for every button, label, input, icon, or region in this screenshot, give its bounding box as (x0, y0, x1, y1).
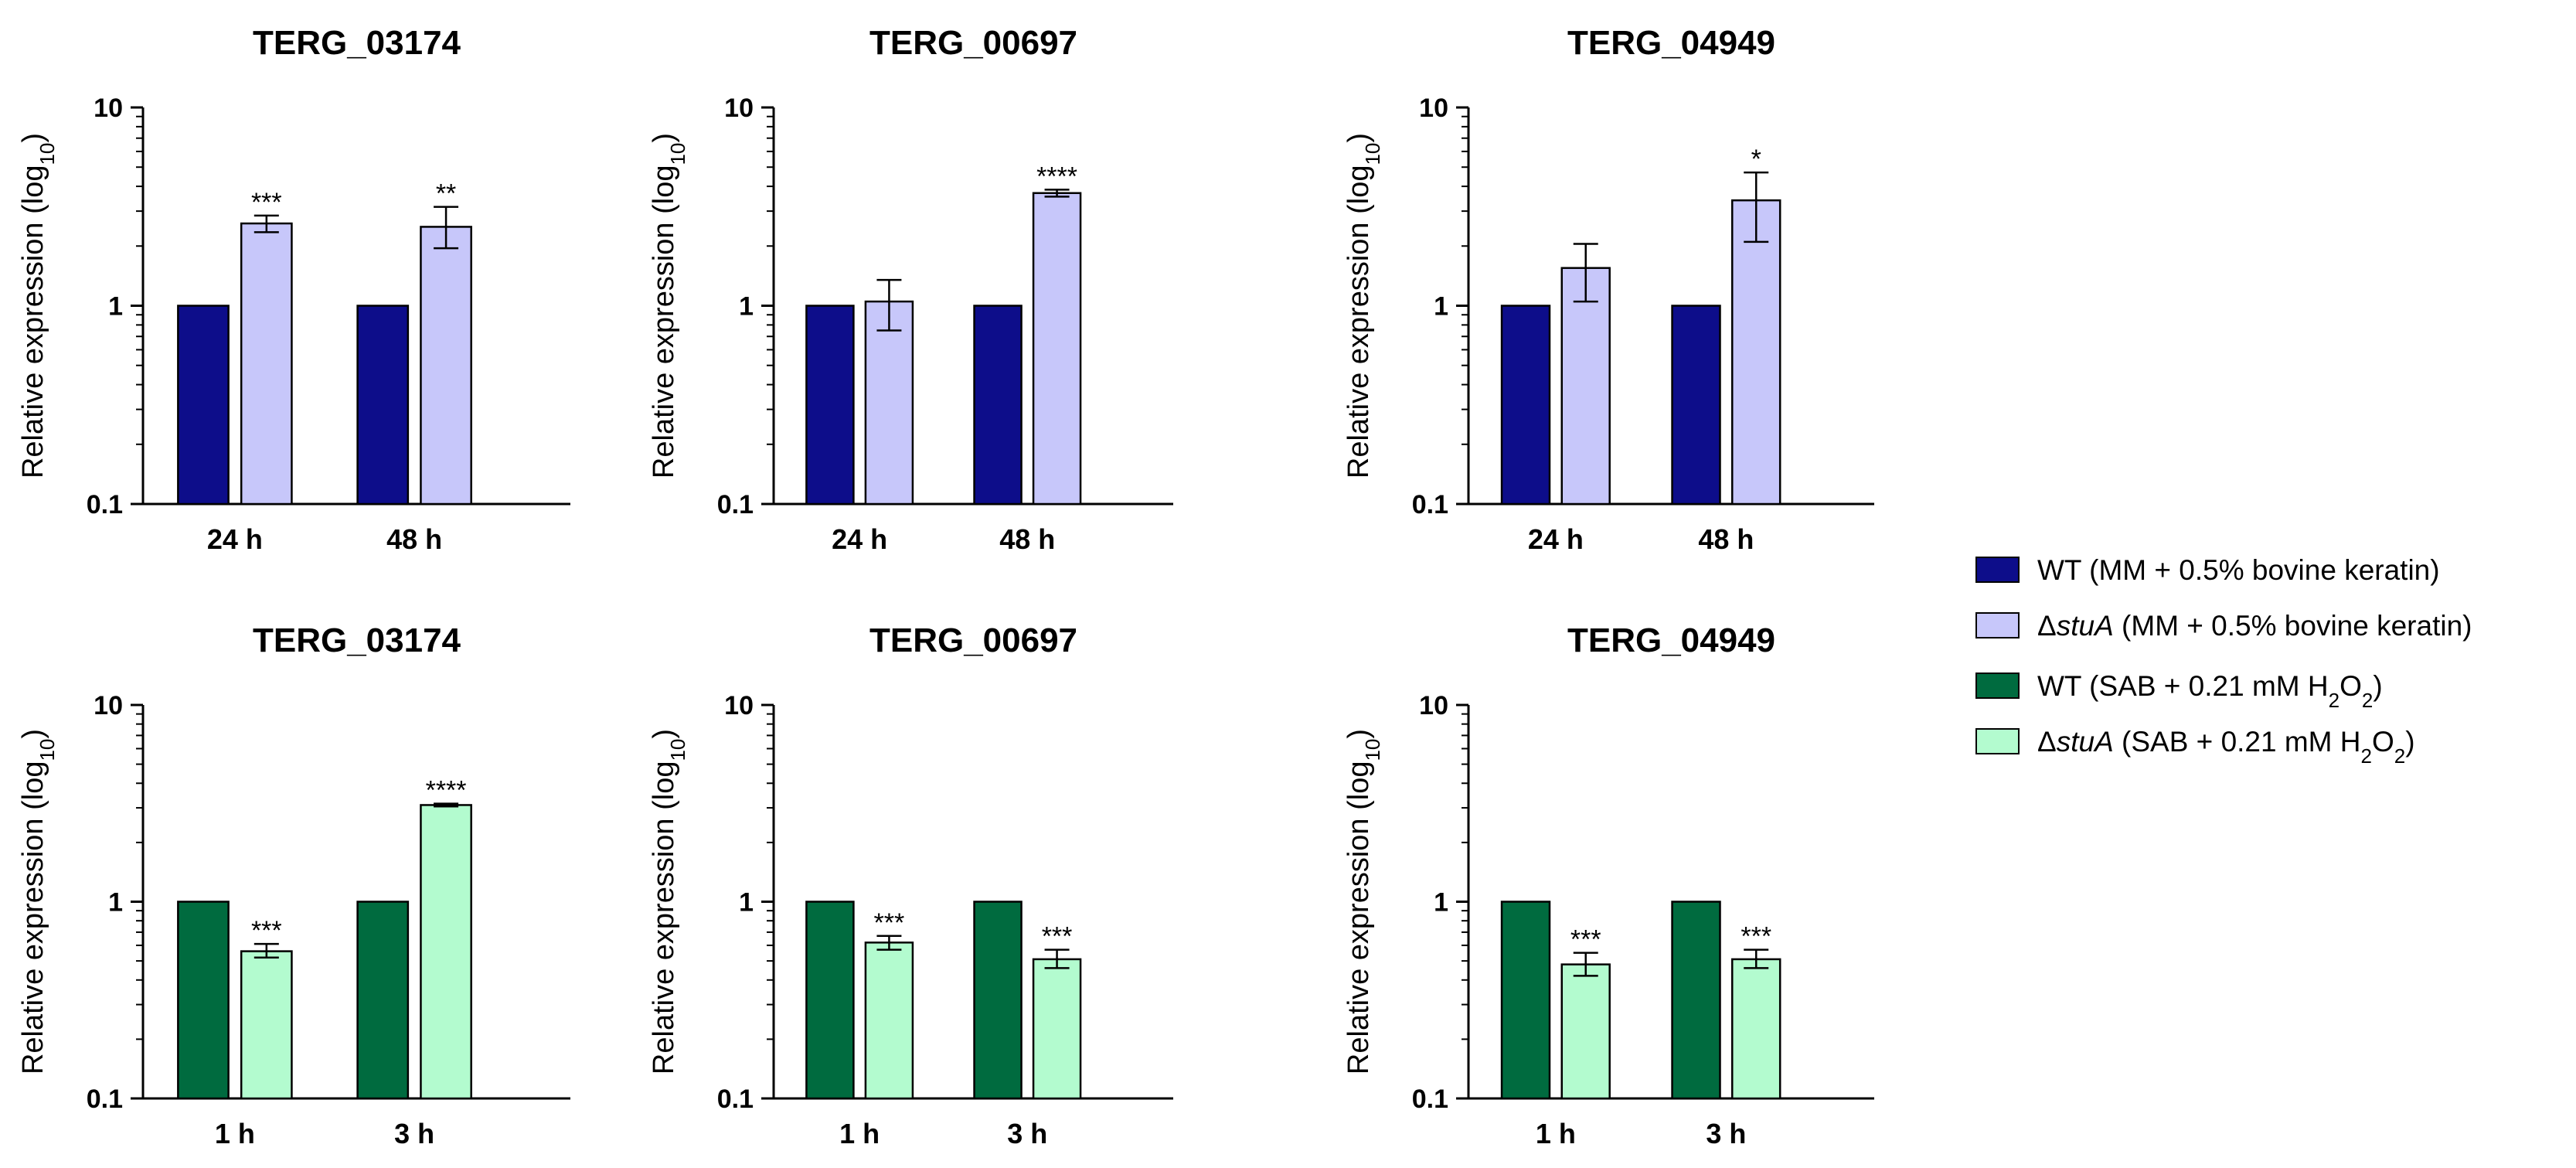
x-category-label: 3 h (1007, 1118, 1047, 1149)
y-axis-label: Relative expression (log10) (648, 729, 689, 1074)
bar-mutant (420, 226, 472, 506)
legend-label: ΔstuA (MM + 0.5% bovine keratin) (2037, 610, 2472, 642)
significance-label: **** (1036, 162, 1077, 191)
y-tick-label: 1 (108, 888, 123, 918)
y-tick-label: 0.1 (1412, 490, 1448, 519)
y-tick-label: 0.1 (1412, 1085, 1448, 1114)
chart-panel: TERG_03174 10 1 0.1 Relative expression (log… (17, 621, 570, 1149)
legend-swatch (1975, 612, 2020, 638)
significance-label: *** (1042, 922, 1073, 952)
legend: WT (MM + 0.5% bovine keratin) ΔstuA (MM +… (1975, 554, 2472, 768)
bar-wt (177, 901, 230, 1100)
legend-item: ΔstuA (MM + 0.5% bovine keratin) (1975, 610, 2472, 642)
bar-mutant (1032, 958, 1082, 1100)
bar-wt (1671, 901, 1721, 1100)
legend-label: WT (SAB + 0.21 mM H2O2) (2037, 670, 2383, 712)
y-tick-label: 10 (724, 691, 754, 720)
bar-wt (356, 901, 410, 1100)
chart-panel: TERG_04949 10 1 0.1 Relative expression (log… (1342, 24, 1874, 555)
bar-wt (1671, 305, 1721, 506)
x-category-label: 1 h (215, 1118, 255, 1149)
bar-mutant (1731, 199, 1781, 506)
y-tick-label: 1 (108, 292, 123, 322)
bar-mutant (864, 942, 914, 1100)
legend-item: WT (SAB + 0.21 mM H2O2) (1975, 670, 2383, 712)
y-axis-label: Relative expression (log10) (1342, 729, 1384, 1074)
x-category-label: 24 h (832, 523, 887, 555)
significance-label: *** (1741, 922, 1771, 952)
bar-wt (177, 305, 230, 506)
y-tick-label: 0.1 (87, 1085, 123, 1114)
bar-mutant (1032, 192, 1082, 506)
chart-panel: TERG_00697 10 1 0.1 Relative expression (log… (648, 621, 1173, 1149)
bar-mutant (864, 300, 914, 506)
y-tick-label: 1 (739, 292, 754, 322)
bar-mutant (240, 222, 293, 506)
y-tick-label: 10 (724, 94, 754, 123)
legend-swatch (1975, 728, 2020, 754)
legend-item: WT (MM + 0.5% bovine keratin) (1975, 554, 2440, 586)
legend-label: WT (MM + 0.5% bovine keratin) (2037, 554, 2440, 586)
significance-label: **** (426, 776, 467, 805)
chart-title: TERG_03174 (253, 621, 461, 659)
y-axis-label: Relative expression (log10) (17, 729, 59, 1074)
bar-mutant (1560, 267, 1611, 506)
chart-panel: TERG_00697 10 1 0.1 Relative expression (log… (648, 24, 1173, 555)
x-category-label: 48 h (999, 523, 1055, 555)
y-axis-label: Relative expression (log10) (1342, 133, 1384, 478)
x-category-label: 1 h (839, 1118, 880, 1149)
y-axis-label: Relative expression (log10) (17, 133, 59, 478)
y-tick-label: 10 (94, 94, 123, 123)
significance-label: *** (251, 916, 282, 945)
chart-title: TERG_00697 (869, 24, 1077, 62)
y-tick-label: 0.1 (717, 1085, 754, 1114)
x-category-label: 48 h (386, 523, 442, 555)
significance-label: * (1751, 145, 1761, 174)
bar-mutant (1731, 958, 1781, 1100)
chart-title: TERG_00697 (869, 621, 1077, 659)
significance-label: ** (436, 179, 456, 209)
y-tick-label: 1 (739, 888, 754, 918)
legend-label: ΔstuA (SAB + 0.21 mM H2O2) (2037, 726, 2415, 768)
x-category-label: 24 h (1528, 523, 1584, 555)
chart-title: TERG_04949 (1567, 24, 1775, 62)
y-tick-label: 0.1 (717, 490, 754, 519)
y-tick-label: 10 (1419, 691, 1448, 720)
significance-label: *** (1570, 925, 1601, 955)
bar-wt (973, 901, 1023, 1100)
bar-mutant (240, 950, 293, 1100)
bar-wt (973, 305, 1023, 506)
bar-wt (805, 305, 855, 506)
chart-panel: TERG_04949 10 1 0.1 Relative expression (log… (1342, 621, 1874, 1149)
legend-item: ΔstuA (SAB + 0.21 mM H2O2) (1975, 726, 2415, 768)
bar-mutant (420, 804, 472, 1100)
x-category-label: 48 h (1698, 523, 1754, 555)
y-tick-label: 0.1 (87, 490, 123, 519)
bar-wt (1500, 305, 1551, 506)
x-category-label: 1 h (1536, 1118, 1576, 1149)
y-axis-label: Relative expression (log10) (648, 133, 689, 478)
y-tick-label: 1 (1434, 292, 1448, 322)
chart-title: TERG_04949 (1567, 621, 1775, 659)
bar-mutant (1560, 963, 1611, 1100)
chart-panel: TERG_03174 10 1 0.1 Relative expression (log… (17, 24, 570, 555)
x-category-label: 3 h (394, 1118, 434, 1149)
x-category-label: 24 h (207, 523, 263, 555)
bar-wt (356, 305, 410, 506)
chart-title: TERG_03174 (253, 24, 461, 62)
significance-label: *** (251, 188, 282, 217)
bar-wt (1500, 901, 1551, 1100)
y-tick-label: 10 (1419, 94, 1448, 123)
legend-swatch (1975, 673, 2020, 699)
bar-wt (805, 901, 855, 1100)
significance-label: *** (874, 908, 905, 938)
x-category-label: 3 h (1706, 1118, 1746, 1149)
y-tick-label: 10 (94, 691, 123, 720)
legend-swatch (1975, 557, 2020, 583)
y-tick-label: 1 (1434, 888, 1448, 918)
